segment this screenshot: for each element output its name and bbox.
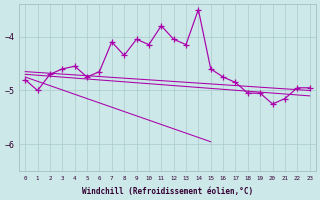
X-axis label: Windchill (Refroidissement éolien,°C): Windchill (Refroidissement éolien,°C)	[82, 187, 253, 196]
